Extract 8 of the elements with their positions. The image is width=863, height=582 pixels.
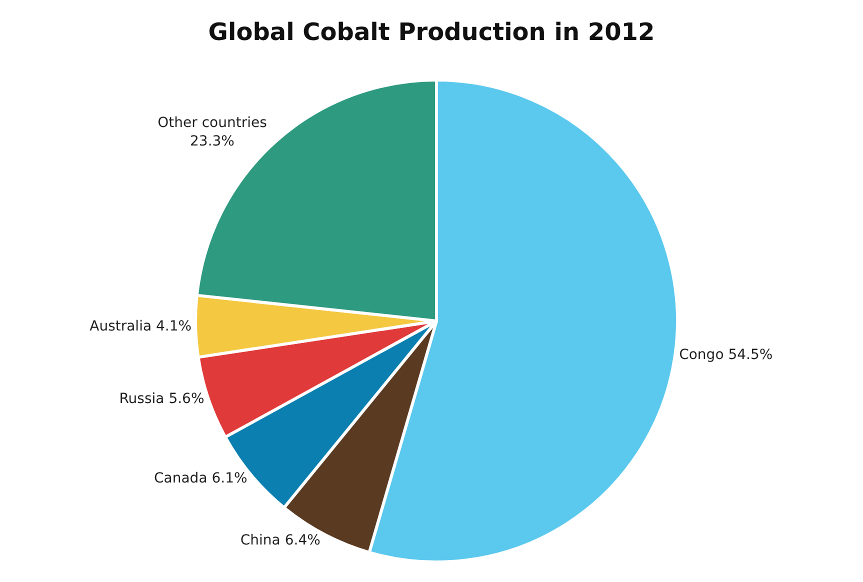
slice-label: Australia 4.1%: [90, 318, 192, 334]
slice-label: Russia 5.6%: [119, 391, 204, 408]
data-label: 23.3%: [190, 133, 234, 150]
chart-title: Global Cobalt Production in 2012: [208, 18, 655, 46]
slice-label: Canada 6.1%: [154, 470, 248, 486]
slice-label: Other countries: [158, 115, 267, 132]
slice-label: Congo 54.5%: [679, 347, 773, 364]
slice-label: China 6.4%: [240, 532, 320, 549]
